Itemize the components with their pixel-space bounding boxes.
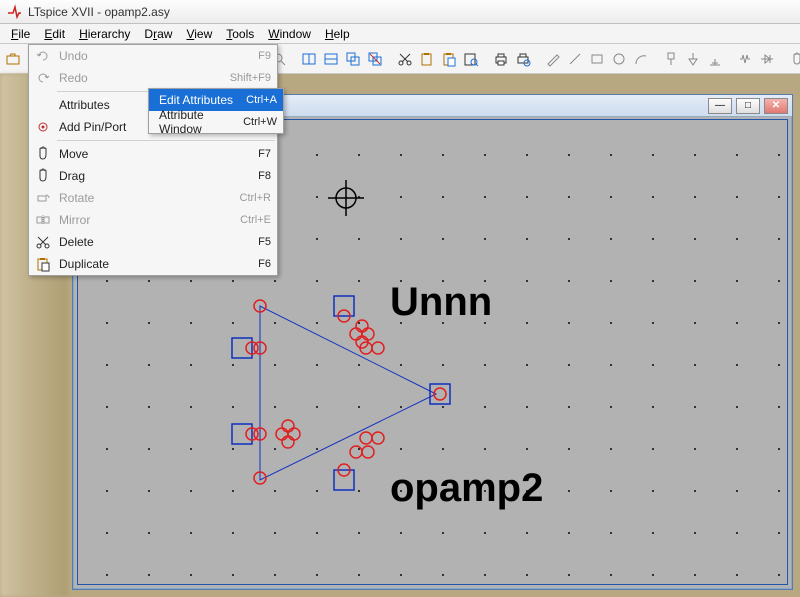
duplicate-icon xyxy=(35,256,51,272)
tb-search[interactable] xyxy=(462,48,480,70)
menu-item-label: Add Pin/Port xyxy=(59,120,126,134)
menu-item-label: Drag xyxy=(59,169,85,183)
menu-bar[interactable]: File Edit Hierarchy Draw View Tools Wind… xyxy=(0,24,800,44)
menu-item-duplicate[interactable]: Duplicate F6 xyxy=(29,253,277,275)
tb-ground[interactable] xyxy=(684,48,702,70)
submenu-item-shortcut: Ctrl+W xyxy=(243,116,277,128)
tb-print[interactable] xyxy=(492,48,510,70)
menu-item-shortcut: Shift+F9 xyxy=(230,72,271,84)
menu-file[interactable]: File xyxy=(4,26,37,42)
menu-window[interactable]: Window xyxy=(261,26,318,42)
tb-pencil[interactable] xyxy=(544,48,562,70)
mirror-icon xyxy=(35,212,51,228)
undo-icon xyxy=(35,48,51,64)
menu-item-shortcut: F5 xyxy=(258,236,271,248)
window-title: LTspice XVII - opamp2.asy xyxy=(28,5,170,19)
tb-tile2[interactable] xyxy=(322,48,340,70)
rotate-icon xyxy=(35,190,51,206)
menu-item-label: Rotate xyxy=(59,191,94,205)
tb-cascade[interactable] xyxy=(344,48,362,70)
menu-item-shortcut: Ctrl+E xyxy=(240,214,271,226)
tb-resistor[interactable] xyxy=(736,48,754,70)
submenu-item-label: Edit Attributes xyxy=(159,93,233,107)
submenu-item-attribute-window[interactable]: Attribute WindowCtrl+W xyxy=(149,111,283,133)
menu-item-shortcut: F8 xyxy=(258,170,271,182)
menu-item-undo: Undo F9 xyxy=(29,45,277,67)
symbol-name-label[interactable]: Unnn xyxy=(390,280,492,325)
tb-open[interactable] xyxy=(4,48,22,70)
menu-item-redo: Redo Shift+F9 xyxy=(29,67,277,89)
edit-menu-dropdown[interactable]: Undo F9 Redo Shift+F9 Attributes Add Pin/Port… xyxy=(28,44,278,276)
tb-rect[interactable] xyxy=(588,48,606,70)
menu-item-label: Undo xyxy=(59,49,88,63)
tb-arc[interactable] xyxy=(632,48,650,70)
tb-scissors[interactable] xyxy=(396,48,414,70)
menu-item-mirror: Mirror Ctrl+E xyxy=(29,209,277,231)
tb-hand[interactable] xyxy=(788,48,800,70)
child-min-button[interactable]: — xyxy=(708,98,732,114)
move-icon xyxy=(35,146,51,162)
menu-item-label: Redo xyxy=(59,71,88,85)
menu-item-label: Attributes xyxy=(59,98,110,112)
menu-edit[interactable]: Edit xyxy=(37,26,72,42)
menu-item-label: Move xyxy=(59,147,88,161)
menu-tools[interactable]: Tools xyxy=(219,26,261,42)
tb-line[interactable] xyxy=(566,48,584,70)
menu-item-shortcut: F6 xyxy=(258,258,271,270)
child-max-button[interactable]: □ xyxy=(736,98,760,114)
submenu-item-label: Attribute Window xyxy=(159,108,243,136)
menu-view[interactable]: View xyxy=(179,26,219,42)
tb-diode[interactable] xyxy=(758,48,776,70)
menu-item-shortcut: Ctrl+R xyxy=(240,192,271,204)
menu-item-label: Delete xyxy=(59,235,94,249)
menu-separator xyxy=(57,140,275,141)
tb-print-setup[interactable] xyxy=(514,48,532,70)
submenu-item-shortcut: Ctrl+A xyxy=(246,94,277,106)
tb-circle[interactable] xyxy=(610,48,628,70)
menu-hierarchy[interactable]: Hierarchy xyxy=(72,26,137,42)
tb-closeall[interactable] xyxy=(366,48,384,70)
menu-item-drag[interactable]: Drag F8 xyxy=(29,165,277,187)
redo-icon xyxy=(35,70,51,86)
menu-item-move[interactable]: Move F7 xyxy=(29,143,277,165)
tb-net[interactable] xyxy=(662,48,680,70)
tb-clip-paste[interactable] xyxy=(440,48,458,70)
child-close-button[interactable]: ✕ xyxy=(764,98,788,114)
menu-item-shortcut: F9 xyxy=(258,50,271,62)
drag-icon xyxy=(35,168,51,184)
attributes-submenu[interactable]: Edit AttributesCtrl+AAttribute WindowCtr… xyxy=(148,88,284,134)
menu-help[interactable]: Help xyxy=(318,26,357,42)
pin-icon xyxy=(35,119,51,135)
title-bar[interactable]: LTspice XVII - opamp2.asy xyxy=(0,0,800,24)
tb-tile1[interactable] xyxy=(300,48,318,70)
menu-item-delete[interactable]: Delete F5 xyxy=(29,231,277,253)
blank-icon xyxy=(35,97,51,113)
menu-item-label: Mirror xyxy=(59,213,90,227)
menu-draw[interactable]: Draw xyxy=(137,26,179,42)
tb-clip-copy[interactable] xyxy=(418,48,436,70)
app-icon xyxy=(6,4,22,20)
symbol-value-label[interactable]: opamp2 xyxy=(390,466,543,511)
tb-label[interactable] xyxy=(706,48,724,70)
menu-item-rotate: Rotate Ctrl+R xyxy=(29,187,277,209)
menu-item-label: Duplicate xyxy=(59,257,109,271)
delete-icon xyxy=(35,234,51,250)
menu-item-shortcut: F7 xyxy=(258,148,271,160)
